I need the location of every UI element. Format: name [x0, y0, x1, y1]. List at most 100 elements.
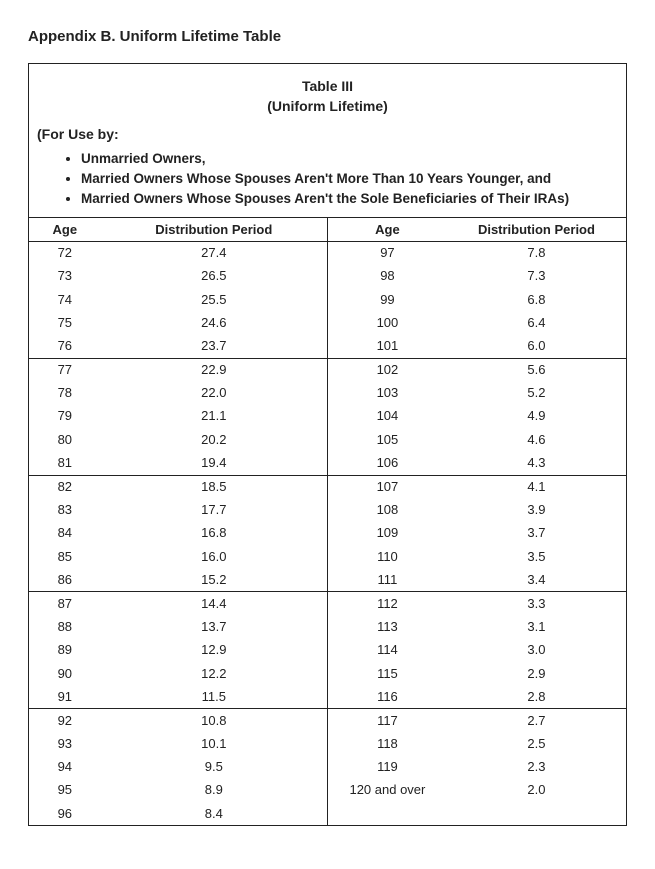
table-row: 7623.71016.0 — [29, 334, 626, 358]
table-cell — [327, 802, 446, 825]
table-cell: 79 — [29, 405, 101, 428]
table-cell: 2.5 — [447, 733, 626, 756]
table-cell: 10.8 — [101, 709, 328, 733]
table-cell: 16.0 — [101, 545, 328, 568]
col-dist-1: Distribution Period — [101, 217, 328, 241]
table-cell: 74 — [29, 288, 101, 311]
table-cell: 75 — [29, 311, 101, 334]
table-row: 7227.4977.8 — [29, 241, 626, 265]
table-cell: 6.4 — [447, 311, 626, 334]
table-cell: 114 — [327, 639, 446, 662]
table-row: 7524.61006.4 — [29, 311, 626, 334]
table-cell: 76 — [29, 334, 101, 358]
table-cell: 6.0 — [447, 334, 626, 358]
table-cell: 22.0 — [101, 382, 328, 405]
table-cell: 88 — [29, 616, 101, 639]
table-cell: 12.9 — [101, 639, 328, 662]
table-cell: 72 — [29, 241, 101, 265]
table-row: 7326.5987.3 — [29, 265, 626, 288]
table-row: 7425.5996.8 — [29, 288, 626, 311]
table-cell: 80 — [29, 428, 101, 451]
table-cell: 8.9 — [101, 779, 328, 802]
table-cell: 10.1 — [101, 733, 328, 756]
table-cell: 24.6 — [101, 311, 328, 334]
table-cell: 5.6 — [447, 358, 626, 382]
col-age-2: Age — [327, 217, 446, 241]
table-cell: 116 — [327, 685, 446, 709]
table-cell: 119 — [327, 756, 446, 779]
table-cell: 19.4 — [101, 451, 328, 475]
table-cell: 112 — [327, 592, 446, 616]
table-cell: 12.2 — [101, 662, 328, 685]
table-cell: 4.6 — [447, 428, 626, 451]
table-cell: 3.0 — [447, 639, 626, 662]
appendix-heading: Appendix B. Uniform Lifetime Table — [28, 28, 627, 45]
table-row: 9310.11182.5 — [29, 733, 626, 756]
use-list-item: Married Owners Whose Spouses Aren't More… — [81, 170, 626, 188]
table-row: 958.9120 and over2.0 — [29, 779, 626, 802]
table-cell: 103 — [327, 382, 446, 405]
table-cell: 7.3 — [447, 265, 626, 288]
table-cell: 17.7 — [101, 499, 328, 522]
table-cell: 96 — [29, 802, 101, 825]
table-cell: 3.5 — [447, 545, 626, 568]
table-row: 8218.51074.1 — [29, 475, 626, 499]
table-row: 7722.91025.6 — [29, 358, 626, 382]
table-cell: 2.7 — [447, 709, 626, 733]
table-row: 8416.81093.7 — [29, 522, 626, 545]
table-cell: 81 — [29, 451, 101, 475]
table-cell: 21.1 — [101, 405, 328, 428]
table-row: 949.51192.3 — [29, 756, 626, 779]
table-cell: 9.5 — [101, 756, 328, 779]
table-cell: 26.5 — [101, 265, 328, 288]
table-row: 7822.01035.2 — [29, 382, 626, 405]
table-cell: 14.4 — [101, 592, 328, 616]
table-row: 8020.21054.6 — [29, 428, 626, 451]
table-cell: 86 — [29, 568, 101, 592]
table-cell: 8.4 — [101, 802, 328, 825]
table-cell: 23.7 — [101, 334, 328, 358]
table-cell: 93 — [29, 733, 101, 756]
table-cell: 91 — [29, 685, 101, 709]
table-cell: 115 — [327, 662, 446, 685]
table-cell: 18.5 — [101, 475, 328, 499]
use-list-item: Married Owners Whose Spouses Aren't the … — [81, 190, 626, 208]
table-cell: 110 — [327, 545, 446, 568]
table-row: 8119.41064.3 — [29, 451, 626, 475]
table-cell: 99 — [327, 288, 446, 311]
for-use-label: (For Use by: — [29, 122, 626, 144]
table-row: 9111.51162.8 — [29, 685, 626, 709]
table-cell: 104 — [327, 405, 446, 428]
table-cell: 106 — [327, 451, 446, 475]
table-row: 8714.41123.3 — [29, 592, 626, 616]
table-cell: 111 — [327, 568, 446, 592]
table-row: 968.4 — [29, 802, 626, 825]
lifetime-table: Age Distribution Period Age Distribution… — [29, 217, 626, 826]
table-cell: 83 — [29, 499, 101, 522]
table-cell: 118 — [327, 733, 446, 756]
table-cell: 2.9 — [447, 662, 626, 685]
table-cell: 77 — [29, 358, 101, 382]
table-cell: 15.2 — [101, 568, 328, 592]
table-row: 8912.91143.0 — [29, 639, 626, 662]
table-cell: 100 — [327, 311, 446, 334]
table-cell: 117 — [327, 709, 446, 733]
table-title: Table III — [29, 64, 626, 98]
table-cell: 25.5 — [101, 288, 328, 311]
table-cell: 101 — [327, 334, 446, 358]
table-cell: 2.8 — [447, 685, 626, 709]
table-cell: 27.4 — [101, 241, 328, 265]
table-cell: 89 — [29, 639, 101, 662]
table-cell: 92 — [29, 709, 101, 733]
table-cell: 90 — [29, 662, 101, 685]
table-cell: 4.9 — [447, 405, 626, 428]
table-header-row: Age Distribution Period Age Distribution… — [29, 217, 626, 241]
table-row: 9012.21152.9 — [29, 662, 626, 685]
table-cell: 3.3 — [447, 592, 626, 616]
table-cell: 113 — [327, 616, 446, 639]
table-cell: 20.2 — [101, 428, 328, 451]
table-cell: 2.0 — [447, 779, 626, 802]
table-cell: 16.8 — [101, 522, 328, 545]
table-cell: 97 — [327, 241, 446, 265]
table-cell: 98 — [327, 265, 446, 288]
